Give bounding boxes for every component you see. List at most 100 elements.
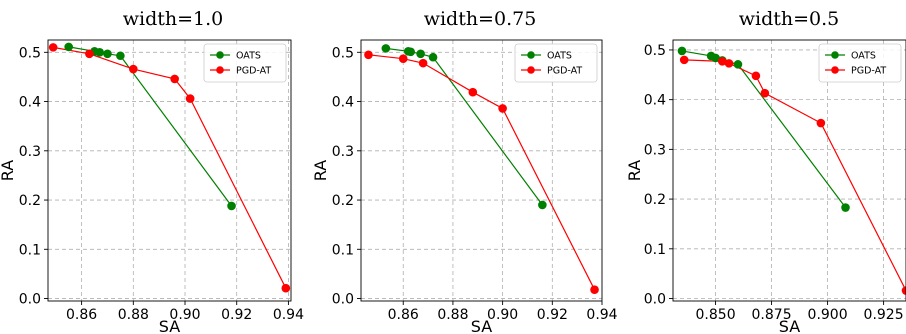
legend-marker-pgd-at	[831, 66, 839, 74]
series-line-pgd-at	[53, 46, 287, 289]
data-point-pgd-at	[170, 74, 179, 84]
legend-marker-oats	[527, 51, 535, 59]
data-point-pgd-at	[185, 94, 195, 103]
data-point-pgd-at	[48, 43, 58, 52]
data-point-oats	[428, 52, 438, 62]
x-tick-label: 0.92	[537, 307, 568, 323]
data-point-oats	[406, 47, 415, 57]
chart-panel-1: width=1.0 0.86 0.88 0.90 0.92 0.94 0.0 0.1 0.2 0.…	[0, 8, 304, 334]
x-tick-label: 0.94	[586, 307, 617, 323]
y-tick-label: 0.1	[332, 242, 354, 258]
legend-label-oats: OATS	[236, 51, 261, 62]
y-tick-label: 0.5	[332, 45, 354, 61]
data-point-pgd-at	[590, 285, 599, 294]
legend-marker-pgd-at	[216, 66, 224, 74]
y-tick-label: 0.2	[644, 192, 666, 208]
x-axis-label: SA	[779, 317, 800, 334]
y-tick-label: 0.0	[644, 292, 666, 308]
data-point-pgd-at	[468, 87, 478, 97]
data-point-oats	[677, 46, 687, 56]
plot-frame	[672, 39, 906, 302]
legend-label-pgd-at: PGD-AT	[236, 66, 271, 77]
data-point-oats	[733, 60, 743, 69]
legend-marker-oats	[831, 51, 839, 59]
series-line-pgd-at	[368, 54, 596, 290]
data-point-pgd-at	[364, 50, 373, 60]
data-point-pgd-at	[717, 57, 727, 66]
data-point-oats	[64, 42, 73, 52]
x-axis-label: SA	[471, 317, 492, 334]
y-axis-label: RA	[625, 160, 644, 181]
x-tick-label: 0.92	[221, 307, 252, 323]
y-tick-label: 0.3	[19, 144, 41, 160]
data-point-oats	[116, 51, 125, 61]
data-point-oats	[95, 48, 105, 57]
x-tick-label: 0.90	[487, 307, 518, 323]
legend-marker-pgd-at	[527, 66, 535, 74]
plot-area	[681, 50, 906, 291]
y-tick-label: 0.2	[332, 193, 354, 209]
legend: OATS PGD-AT	[203, 43, 287, 83]
chart-panel-3: width=0.5 0.850 0.875 0.900 0.925 0.0 0.1 0.2 0.…	[625, 8, 906, 334]
legend-box	[514, 43, 598, 83]
series-line-pgd-at	[684, 59, 906, 291]
x-tick-label: 0.850	[696, 307, 736, 323]
plot-frame	[47, 39, 292, 302]
data-point-pgd-at	[85, 49, 94, 59]
y-tick-label: 0.5	[644, 43, 666, 59]
x-tick-label: 0.94	[273, 307, 304, 323]
data-point-pgd-at	[398, 54, 408, 64]
legend-marker-oats	[216, 51, 224, 59]
data-point-pgd-at	[498, 104, 507, 113]
y-axis-label: RA	[311, 160, 330, 181]
legend-label-pgd-at: PGD-AT	[851, 66, 886, 77]
y-tick-label: 0.5	[19, 45, 41, 61]
y-tick-label: 0.3	[332, 144, 354, 160]
plot-area	[368, 47, 596, 290]
x-tick-label: 0.88	[437, 307, 468, 323]
data-point-pgd-at	[901, 286, 906, 295]
x-tick-label: 0.90	[169, 307, 200, 323]
x-tick-label: 0.875	[752, 307, 792, 323]
x-tick-label: 0.86	[388, 307, 419, 323]
y-axis-label: RA	[0, 160, 17, 181]
data-point-pgd-at	[129, 64, 138, 74]
x-tick-label: 0.925	[864, 307, 904, 323]
data-point-pgd-at	[281, 283, 291, 293]
data-point-oats	[381, 44, 391, 53]
y-tick-label: 0.4	[19, 95, 41, 111]
data-point-oats	[841, 203, 850, 212]
y-tick-label: 0.2	[19, 193, 41, 209]
data-point-pgd-at	[751, 71, 761, 81]
chart-panel-2: width=0.75 0.86 0.88 0.90 0.92 0.94 0.0 0.1 0.2 0…	[311, 8, 618, 334]
data-point-oats	[538, 200, 547, 210]
data-point-pgd-at	[418, 58, 428, 68]
legend-box	[818, 43, 902, 83]
legend-label-oats: OATS	[851, 51, 876, 62]
chart-title: width=0.5	[739, 8, 840, 30]
x-tick-label: 0.88	[118, 307, 149, 323]
chart-title: width=1.0	[123, 8, 224, 30]
data-point-pgd-at	[816, 118, 826, 128]
data-point-pgd-at	[724, 59, 734, 68]
plot-area	[53, 46, 287, 289]
y-tick-label: 0.4	[644, 93, 666, 109]
x-tick-label: 0.86	[66, 307, 97, 323]
legend-label-oats: OATS	[547, 51, 572, 62]
y-tick-label: 0.1	[19, 242, 41, 258]
y-tick-label: 0.4	[332, 95, 354, 111]
legend: OATS PGD-AT	[818, 43, 902, 83]
data-point-pgd-at	[760, 88, 770, 98]
y-tick-label: 0.3	[644, 142, 666, 158]
legend-label-pgd-at: PGD-AT	[547, 66, 582, 77]
data-point-oats	[227, 201, 236, 211]
data-point-oats	[103, 49, 112, 59]
y-tick-label: 0.1	[644, 242, 666, 258]
y-tick-label: 0.0	[332, 292, 354, 308]
data-point-oats	[416, 49, 425, 59]
chart-title: width=0.75	[424, 8, 537, 30]
y-tick-label: 0.0	[19, 292, 41, 308]
x-tick-label: 0.900	[808, 307, 848, 323]
plot-frame	[360, 39, 603, 302]
